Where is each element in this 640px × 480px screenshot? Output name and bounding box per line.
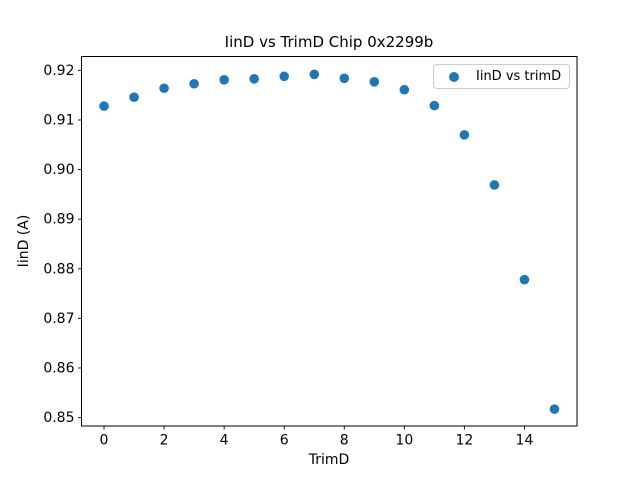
data-point <box>249 74 259 84</box>
y-tick-label: 0.91 <box>43 112 74 128</box>
data-point <box>219 75 229 85</box>
y-tick-label: 0.85 <box>43 410 74 426</box>
data-point <box>549 404 560 414</box>
plot-area-border <box>81 56 578 427</box>
data-point <box>99 101 109 111</box>
data-point <box>189 78 199 89</box>
data-point <box>369 76 380 87</box>
x-tick-label: 0 <box>100 433 109 449</box>
y-tick-label: 0.88 <box>43 261 74 277</box>
x-tick-label: 14 <box>516 433 534 449</box>
data-point <box>339 73 350 84</box>
data-point <box>489 180 500 190</box>
x-tick-label: 4 <box>220 433 229 449</box>
y-tick-label: 0.90 <box>43 162 74 178</box>
x-tick-label: 8 <box>340 433 349 449</box>
y-axis-label: IinD (A) <box>16 214 32 268</box>
x-tick-label: 6 <box>280 433 289 449</box>
y-tick-label: 0.92 <box>43 63 74 79</box>
chart-title: IinD vs TrimD Chip 0x2299b <box>224 33 434 51</box>
data-point <box>159 83 169 94</box>
data-point <box>519 274 530 285</box>
data-point <box>129 92 139 102</box>
legend: IinD vs trimD <box>433 64 570 89</box>
y-tick-label: 0.87 <box>43 311 74 327</box>
data-point <box>459 130 470 140</box>
data-point <box>279 71 290 82</box>
x-axis-label: TrimD <box>308 452 350 468</box>
legend-marker-icon <box>449 71 459 82</box>
legend-label: IinD vs trimD <box>476 69 562 84</box>
y-tick-label: 0.86 <box>43 360 74 376</box>
data-point <box>429 100 440 111</box>
x-tick-label: 12 <box>455 433 473 449</box>
x-tick-label: 10 <box>395 433 413 449</box>
y-tick-label: 0.89 <box>43 212 74 228</box>
x-tick-label: 2 <box>160 433 169 449</box>
data-point <box>309 69 320 80</box>
data-point <box>399 84 410 95</box>
